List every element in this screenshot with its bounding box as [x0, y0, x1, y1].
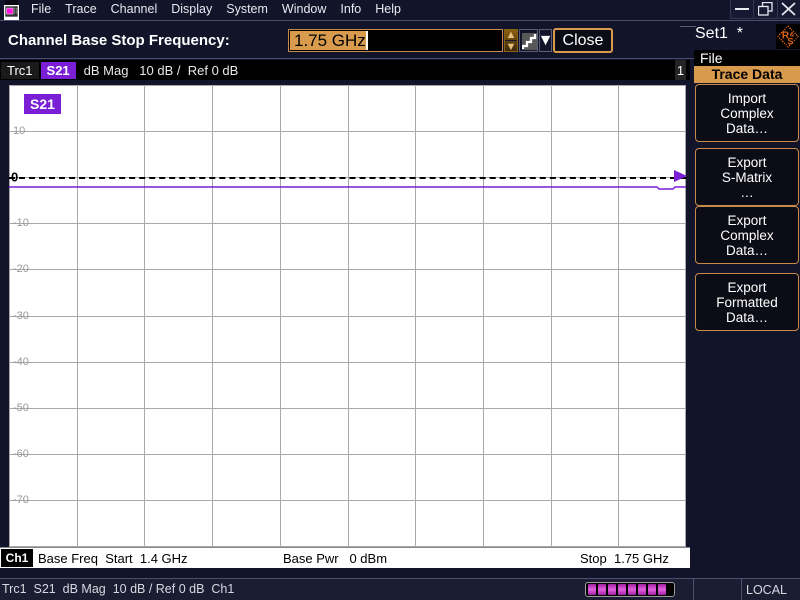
svg-text:&: & — [790, 32, 795, 39]
